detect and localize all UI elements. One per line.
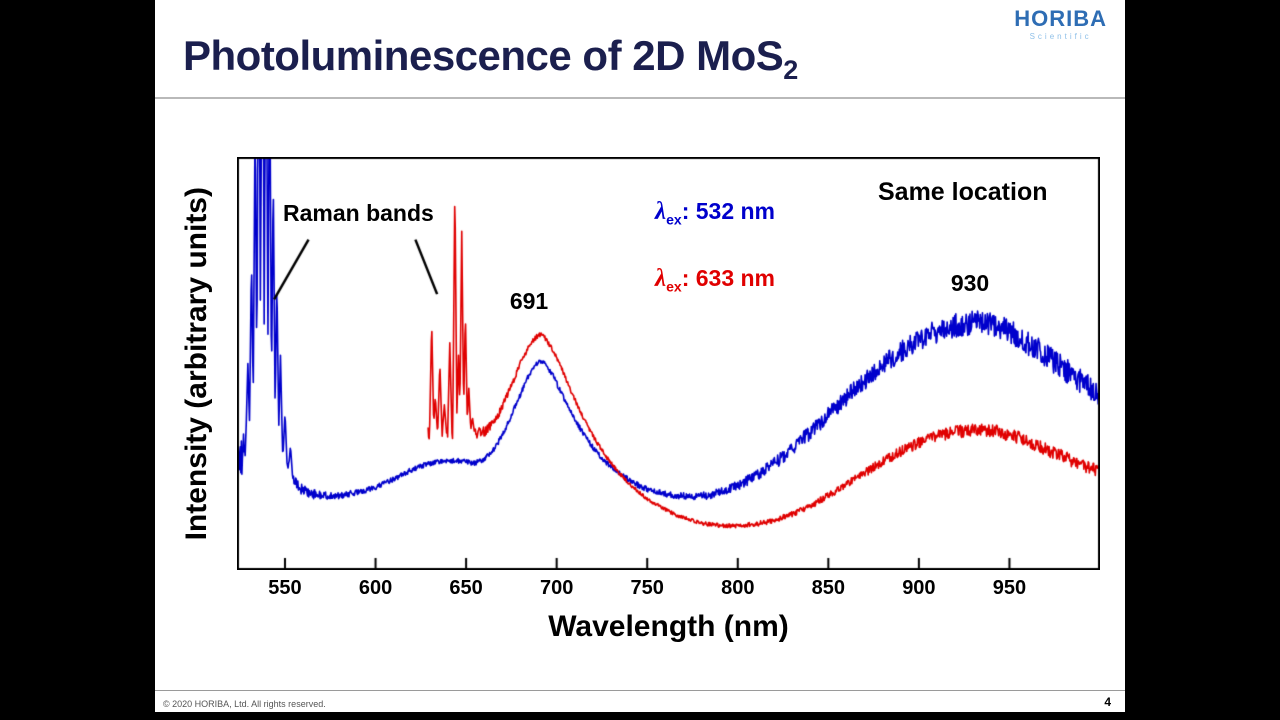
slide-title-subscript: 2 (783, 55, 798, 85)
horiba-logo-sub: Scientific (1029, 32, 1092, 41)
lambda-subscript: ex (666, 211, 682, 228)
x-tick-label: 850 (811, 577, 846, 599)
horiba-logo-main: HORIBA (1014, 6, 1107, 31)
x-tick-label: 750 (630, 577, 664, 599)
slide-title-text: Photoluminescence of 2D MoS (183, 32, 784, 79)
raman-bands-annotation: Raman bands (283, 200, 434, 226)
footer-divider (155, 690, 1125, 691)
slide: Photoluminescence of 2D MoS2 HORIBA Scie… (155, 0, 1125, 712)
slide-title: Photoluminescence of 2D MoS2 (183, 32, 798, 85)
lambda-symbol: λ (655, 198, 667, 225)
title-divider (155, 97, 1125, 99)
same-location-annotation: Same location (878, 178, 1048, 206)
x-axis-title: Wavelength (nm) (548, 610, 789, 643)
lambda-symbol: λ (655, 265, 667, 292)
x-tick-label: 650 (449, 577, 483, 599)
x-tick-label: 800 (721, 577, 755, 599)
x-tick-label: 950 (992, 577, 1027, 599)
legend-633nm: λex: 633 nm (655, 265, 775, 295)
peak-label-930: 930 (950, 270, 990, 296)
lambda-subscript: ex (666, 278, 682, 295)
x-tick-labels: 550 600 650 700 750 800 850 900 950 (237, 577, 1100, 603)
y-axis-label: Intensity (arbitrary units) (180, 186, 213, 541)
peak-label-691: 691 (509, 288, 549, 314)
horiba-logo: HORIBA Scientific (1014, 6, 1107, 41)
x-tick-label: 900 (902, 577, 936, 599)
spectra-plot-canvas (237, 157, 1100, 570)
legend-532nm: λex: 532 nm (655, 198, 775, 228)
x-tick-label: 700 (539, 577, 574, 599)
legend-532nm-value: : 532 nm (681, 198, 776, 224)
legend-633nm-value: : 633 nm (681, 265, 776, 291)
x-tick-label: 600 (358, 577, 393, 599)
page-number: 4 (1104, 695, 1111, 709)
footer-copyright: © 2020 HORIBA, Ltd. All rights reserved. (163, 699, 326, 709)
x-tick-label: 550 (268, 577, 302, 599)
